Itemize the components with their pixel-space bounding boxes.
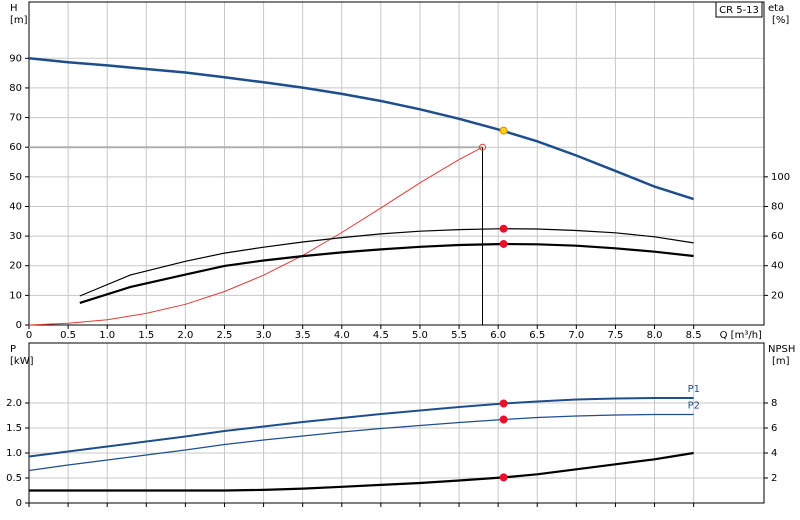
point-marker (499, 224, 508, 233)
x-tick-label: 2.0 (177, 330, 193, 341)
y2-tick-label: 60 (771, 231, 784, 242)
y2-tick-label: 40 (771, 261, 784, 272)
y-tick-label: 80 (9, 83, 22, 94)
y-axis-unit: [kW] (10, 356, 34, 367)
point-marker (499, 239, 508, 248)
y-tick-label: 50 (9, 172, 22, 183)
y-tick-label: 90 (9, 53, 22, 64)
title-box (715, 1, 763, 18)
y-tick-label: 70 (9, 113, 22, 124)
plot-area (29, 2, 764, 325)
curve (28, 146, 483, 326)
chart-title: CR 5-13 (719, 5, 759, 16)
x-tick-label: 0.5 (60, 330, 76, 341)
x-tick-label: 7.0 (568, 330, 584, 341)
plot-area (29, 343, 764, 503)
x-tick-label: 2.5 (217, 330, 233, 341)
series-label: P1 (688, 384, 700, 395)
y-tick-label: 20 (9, 261, 22, 272)
y-tick-label: 30 (9, 231, 22, 242)
x-tick-label: 5.0 (412, 330, 428, 341)
y-axis-label: H (10, 3, 18, 14)
x-axis-label: Q [m³/h] (720, 330, 762, 341)
y-tick-label: 0 (16, 320, 22, 331)
curve (79, 228, 694, 297)
y2-tick-label: 80 (771, 201, 784, 212)
y-tick-label: 10 (9, 290, 22, 301)
x-tick-label: 3.5 (295, 330, 311, 341)
curve (29, 451, 694, 492)
series-label: P2 (688, 401, 700, 412)
point-marker (499, 415, 508, 424)
x-tick-label: 7.5 (607, 330, 623, 341)
point-marker (499, 473, 508, 482)
y-tick-label: 40 (9, 201, 22, 212)
y-tick-label: 0 (16, 498, 22, 509)
y2-tick-label: 6 (771, 423, 777, 434)
x-tick-label: 5.5 (451, 330, 467, 341)
y-tick-label: 1.5 (6, 423, 22, 434)
y2-tick-label: 20 (771, 290, 784, 301)
x-tick-label: 8.5 (686, 330, 702, 341)
y2-tick-label: 2 (771, 473, 777, 484)
x-tick-label: 8.0 (647, 330, 663, 341)
y2-tick-label: 8 (771, 398, 777, 409)
y-axis-unit: [m] (10, 15, 28, 26)
y2-axis-label: eta (768, 3, 784, 14)
y2-tick-label: 4 (771, 448, 777, 459)
y2-axis-unit: [m] (772, 356, 790, 367)
y-tick-label: 0.5 (6, 473, 22, 484)
point-marker (479, 143, 487, 151)
y-tick-label: 60 (9, 142, 22, 153)
x-tick-label: 6.0 (490, 330, 506, 341)
x-tick-label: 6.5 (529, 330, 545, 341)
y-axis-label: P (10, 344, 16, 355)
x-tick-label: 4.5 (373, 330, 389, 341)
x-tick-label: 0 (26, 330, 32, 341)
x-tick-label: 1.5 (138, 330, 154, 341)
y-tick-label: 2.0 (6, 398, 22, 409)
plot-border (28, 342, 765, 504)
point-marker (499, 126, 508, 135)
curve (28, 413, 694, 472)
curve (28, 57, 694, 201)
point-marker (499, 399, 508, 408)
x-tick-label: 1.0 (99, 330, 115, 341)
plot-border (28, 1, 765, 326)
curve (79, 242, 694, 304)
y-tick-label: 1.0 (6, 448, 22, 459)
y2-tick-label: 100 (771, 172, 790, 183)
x-tick-label: 4.0 (334, 330, 350, 341)
y2-axis-label: NPSH (768, 344, 795, 355)
curve (28, 397, 694, 458)
y2-axis-unit: [%] (772, 15, 789, 26)
x-tick-label: 3.0 (256, 330, 272, 341)
